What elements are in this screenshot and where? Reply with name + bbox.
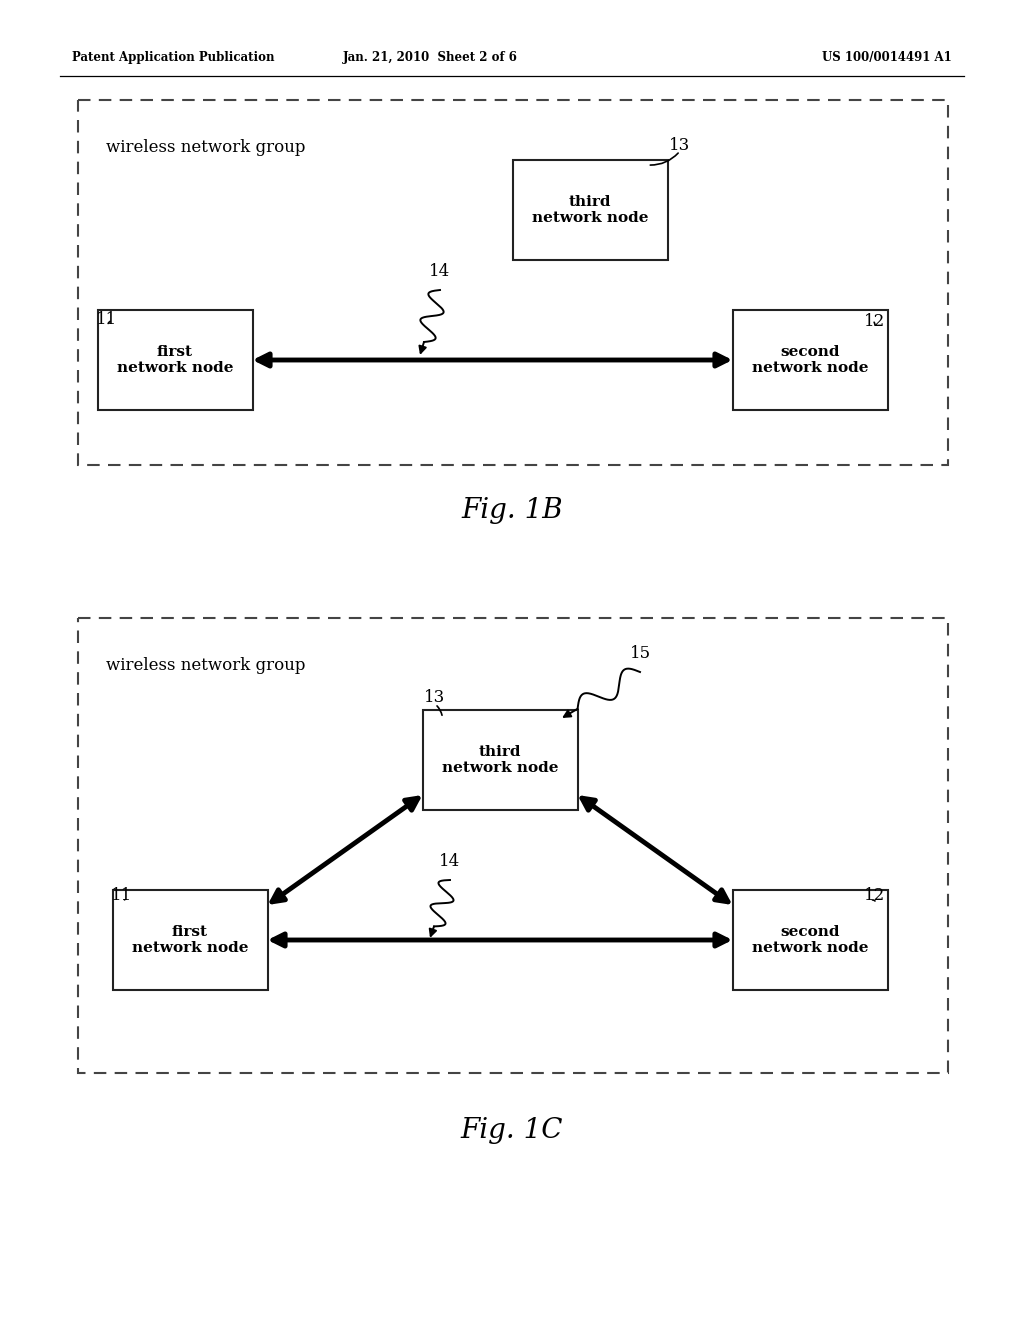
Text: 15: 15 [630, 645, 650, 663]
Bar [78, 618, 948, 1073]
Text: wireless network group: wireless network group [106, 657, 305, 675]
Text: first
network node: first network node [117, 345, 233, 375]
Text: second
network node: second network node [752, 925, 868, 956]
Bar [113, 890, 267, 990]
Text: 11: 11 [96, 312, 118, 329]
Bar [732, 890, 888, 990]
Text: second
network node: second network node [752, 345, 868, 375]
FancyArrowPatch shape [109, 321, 110, 323]
Bar [732, 310, 888, 411]
Text: wireless network group: wireless network group [106, 140, 305, 157]
Text: 13: 13 [424, 689, 445, 706]
Text: third
network node: third network node [441, 744, 558, 775]
Text: 14: 14 [439, 854, 461, 870]
Bar [512, 160, 668, 260]
Bar [78, 100, 948, 465]
Text: US 100/0014491 A1: US 100/0014491 A1 [822, 51, 952, 65]
Text: 12: 12 [864, 887, 886, 903]
Text: Fig. 1B: Fig. 1B [461, 496, 563, 524]
Text: first
network node: first network node [132, 925, 248, 956]
Text: Patent Application Publication: Patent Application Publication [72, 51, 274, 65]
Text: 14: 14 [429, 264, 451, 281]
Text: 11: 11 [112, 887, 133, 903]
Text: Fig. 1C: Fig. 1C [461, 1117, 563, 1143]
Bar [423, 710, 578, 810]
Text: 13: 13 [670, 136, 690, 153]
Text: Jan. 21, 2010  Sheet 2 of 6: Jan. 21, 2010 Sheet 2 of 6 [343, 51, 517, 65]
Bar [97, 310, 253, 411]
Text: third
network node: third network node [531, 195, 648, 226]
FancyArrowPatch shape [650, 153, 678, 165]
FancyArrowPatch shape [437, 706, 442, 715]
Text: 12: 12 [864, 314, 886, 330]
